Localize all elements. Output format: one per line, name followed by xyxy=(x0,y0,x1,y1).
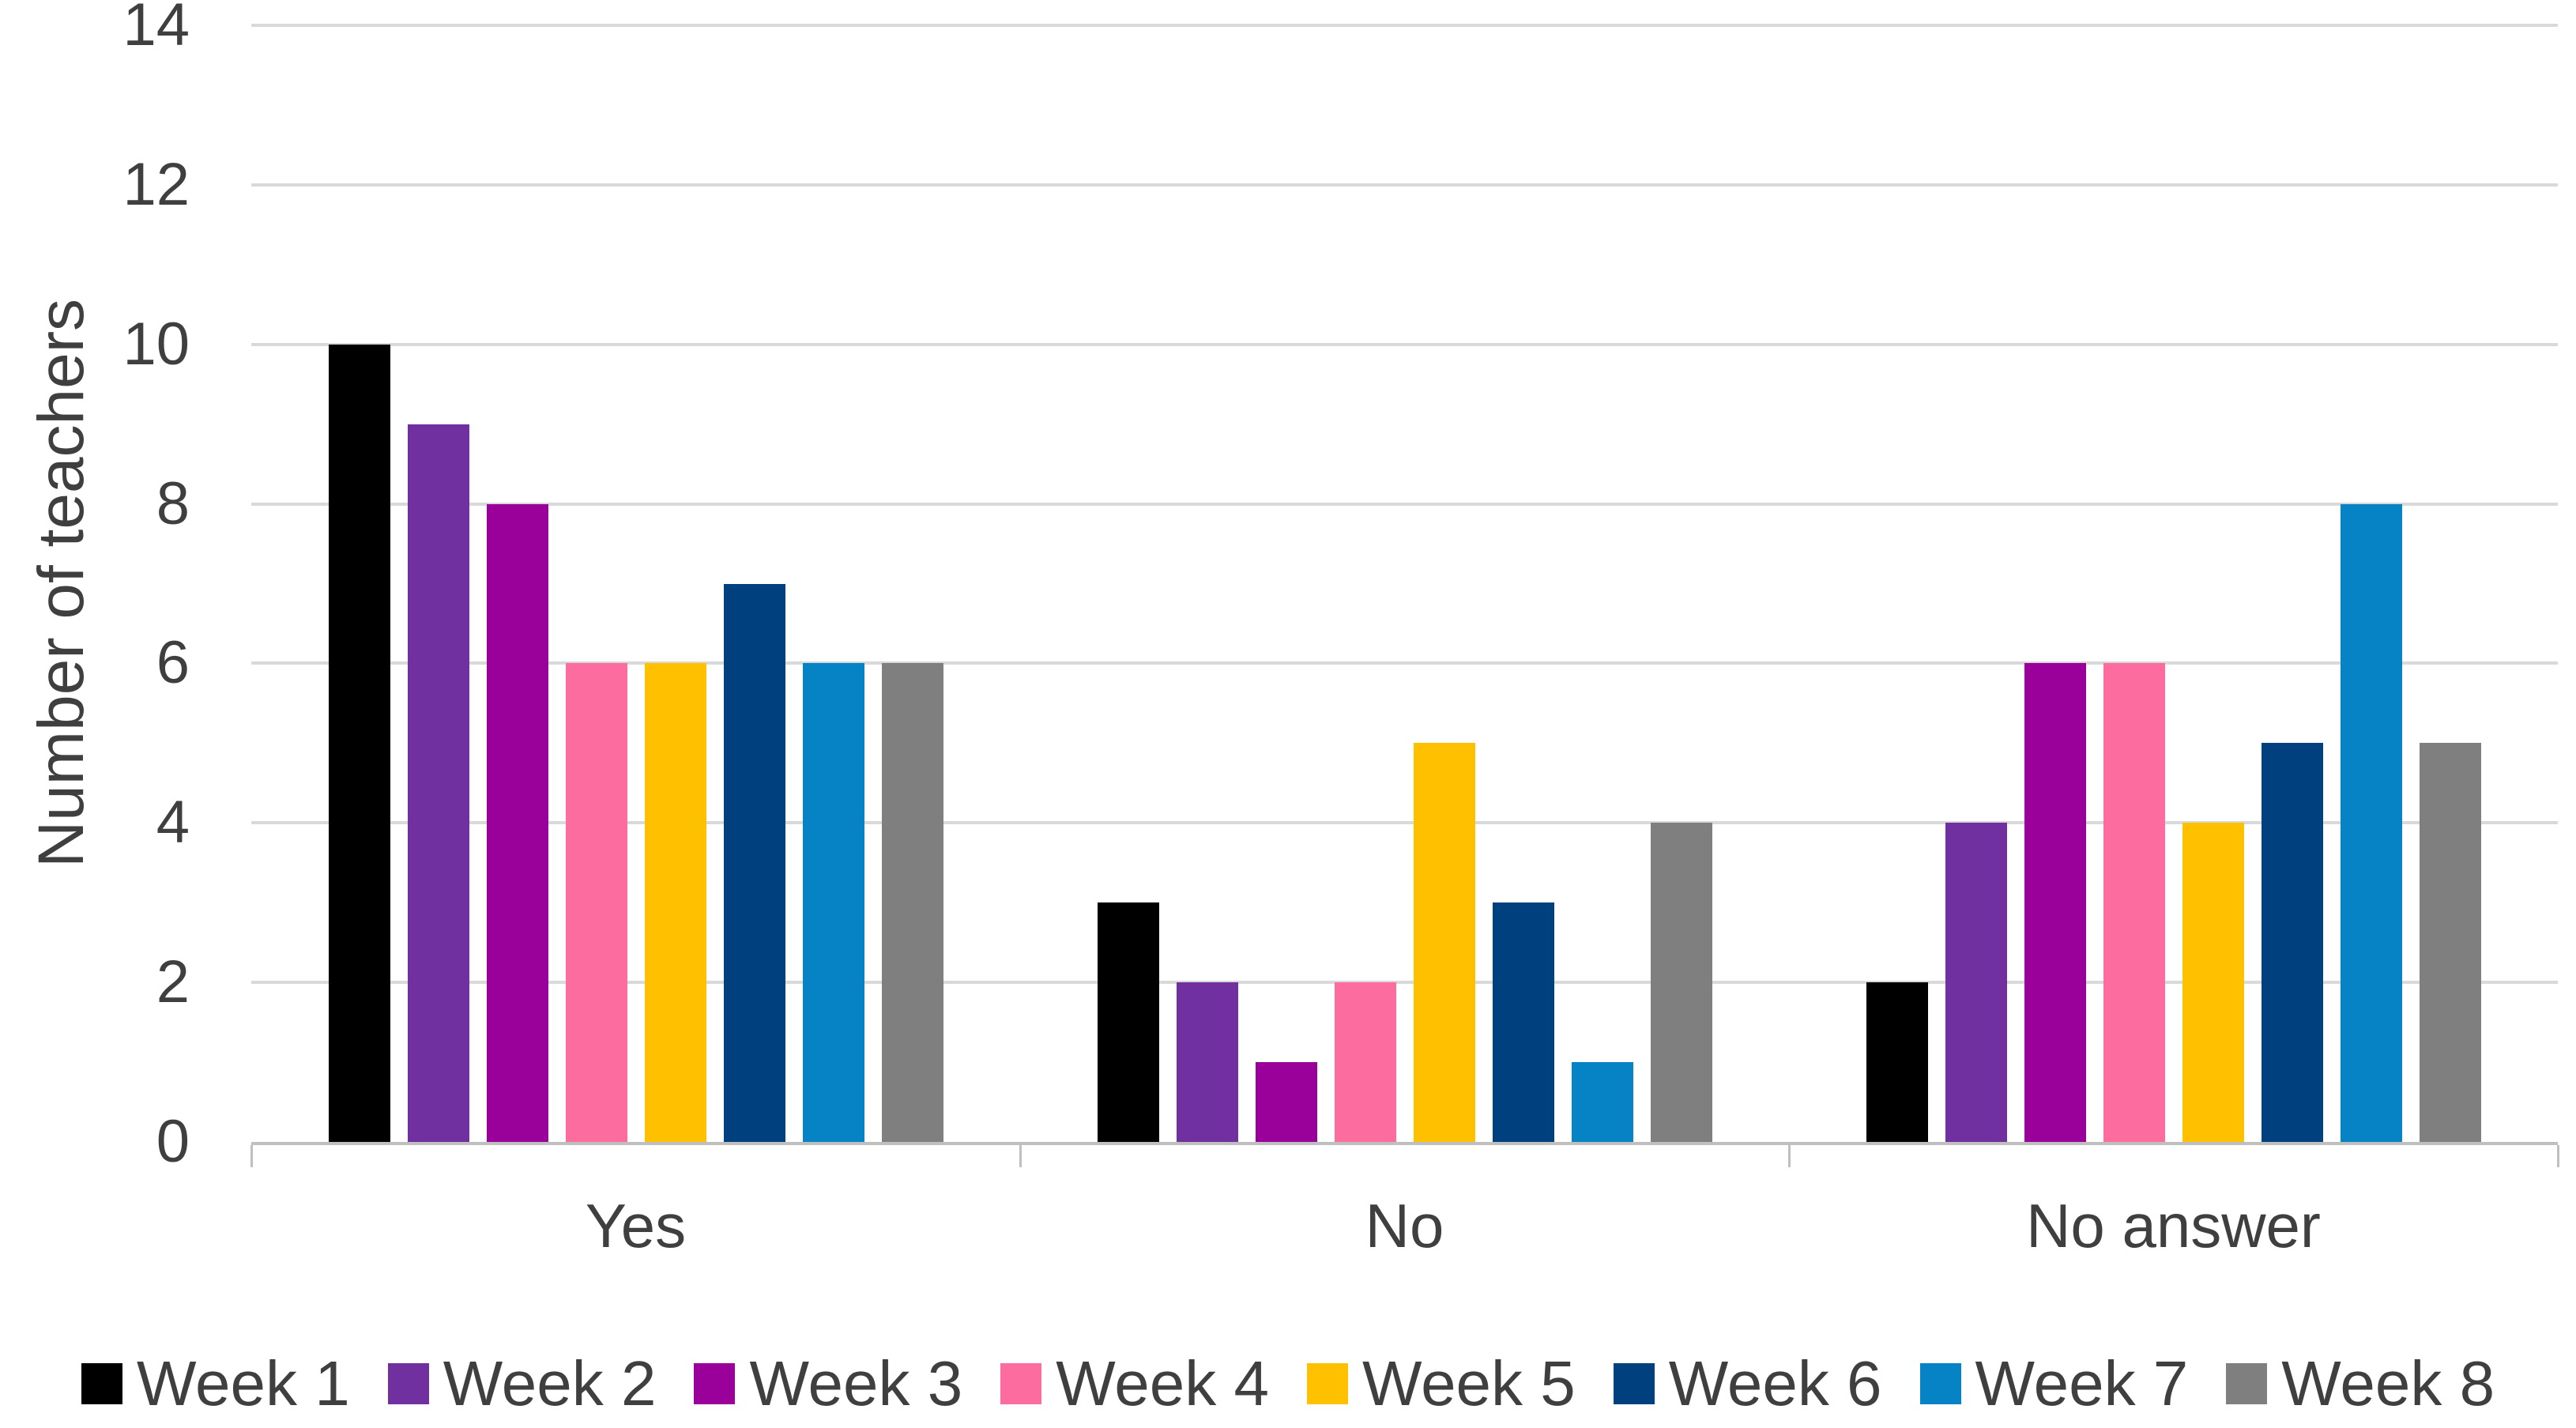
x-axis-tick-0 xyxy=(250,1145,253,1167)
gridline-4 xyxy=(251,821,2558,825)
bar-week-4-no-answer xyxy=(2103,663,2165,1142)
bar-week-6-no xyxy=(1492,902,1554,1142)
bar-week-7-yes xyxy=(802,663,864,1142)
bar-week-4-no xyxy=(1334,982,1396,1142)
gridline-12 xyxy=(251,183,2558,187)
bar-week-6-no-answer xyxy=(2261,743,2323,1142)
bar-week-5-yes xyxy=(644,663,706,1142)
gridline-14 xyxy=(251,24,2558,27)
legend-item-week-5: Week 5 xyxy=(1307,1352,1576,1415)
bar-week-2-yes xyxy=(407,424,469,1142)
y-tick-label-14: 14 xyxy=(122,0,190,58)
gridline-10 xyxy=(251,342,2558,346)
y-axis-tick-labels: 0 2 4 6 8 10 12 14 xyxy=(0,0,190,1428)
legend-item-week-3: Week 3 xyxy=(694,1352,962,1415)
legend-label: Week 3 xyxy=(749,1348,963,1419)
y-tick-label-6: 6 xyxy=(156,629,190,697)
y-tick-label-10: 10 xyxy=(122,310,190,378)
legend-swatch-icon xyxy=(81,1363,122,1404)
bar-week-8-no-answer xyxy=(2419,743,2481,1142)
x-axis-category-labels: Yes No No answer xyxy=(251,1195,2558,1257)
bar-week-3-no-answer xyxy=(2024,663,2086,1142)
legend-item-week-1: Week 1 xyxy=(81,1352,350,1415)
legend-swatch-icon xyxy=(1613,1363,1655,1404)
bar-week-4-yes xyxy=(565,663,627,1142)
x-axis-tick-3 xyxy=(2556,1145,2559,1167)
gridline-2 xyxy=(251,981,2558,985)
legend-label: Week 8 xyxy=(2281,1348,2495,1419)
legend-swatch-icon xyxy=(1919,1363,1961,1404)
bar-week-2-no-answer xyxy=(1945,823,2007,1142)
bar-week-3-no xyxy=(1255,1062,1317,1142)
legend-item-week-8: Week 8 xyxy=(2226,1352,2495,1415)
legend-swatch-icon xyxy=(1307,1363,1348,1404)
legend: Week 1 Week 2 Week 3 Week 4 Week 5 Week 6 Week… xyxy=(0,1339,2576,1428)
y-tick-label-4: 4 xyxy=(156,789,190,857)
bar-week-8-yes xyxy=(881,663,943,1142)
bar-week-7-no xyxy=(1571,1062,1633,1142)
bar-week-1-no-answer xyxy=(1866,982,1928,1142)
legend-swatch-icon xyxy=(1000,1363,1042,1404)
category-label-no-answer: No answer xyxy=(2026,1191,2321,1260)
bar-group-no xyxy=(1020,25,1789,1142)
legend-label: Week 5 xyxy=(1362,1348,1576,1419)
bar-week-1-yes xyxy=(328,344,390,1142)
y-tick-label-2: 2 xyxy=(156,948,190,1016)
x-axis-tick-2 xyxy=(1787,1145,1791,1167)
legend-item-week-6: Week 6 xyxy=(1613,1348,1882,1419)
bar-week-5-no-answer xyxy=(2182,823,2244,1142)
legend-item-week-7: Week 7 xyxy=(1919,1348,2189,1419)
legend-label: Week 7 xyxy=(1975,1348,2189,1419)
category-label-yes: Yes xyxy=(585,1191,687,1260)
bar-groups xyxy=(251,25,2558,1142)
bar-week-5-no xyxy=(1413,743,1475,1142)
legend-swatch-icon xyxy=(694,1363,736,1404)
legend-item-week-4: Week 4 xyxy=(1000,1352,1269,1415)
y-tick-label-8: 8 xyxy=(156,469,190,537)
legend-label: Week 2 xyxy=(443,1348,657,1419)
legend-swatch-icon xyxy=(387,1363,429,1404)
legend-item-week-2: Week 2 xyxy=(387,1348,657,1419)
x-axis-tick-1 xyxy=(1019,1145,1022,1167)
gridline-8 xyxy=(251,502,2558,506)
bar-week-1-no xyxy=(1097,902,1159,1142)
bar-group-yes xyxy=(251,25,1020,1142)
bar-week-8-no xyxy=(1650,823,1712,1142)
bar-group-no-answer xyxy=(1789,25,2558,1142)
plot-area xyxy=(251,24,2558,1145)
category-label-no: No xyxy=(1365,1191,1444,1260)
bar-week-3-yes xyxy=(486,503,548,1142)
legend-label: Week 6 xyxy=(1668,1348,1882,1419)
legend-label: Week 1 xyxy=(136,1348,350,1419)
legend-swatch-icon xyxy=(2226,1363,2268,1404)
legend-label: Week 4 xyxy=(1056,1348,1269,1419)
bar-week-7-no-answer xyxy=(2340,503,2402,1142)
bar-week-6-yes xyxy=(723,583,785,1142)
y-tick-label-0: 0 xyxy=(156,1108,190,1175)
gridline-6 xyxy=(251,661,2558,665)
bar-week-2-no xyxy=(1176,982,1238,1142)
y-tick-label-12: 12 xyxy=(122,150,190,218)
